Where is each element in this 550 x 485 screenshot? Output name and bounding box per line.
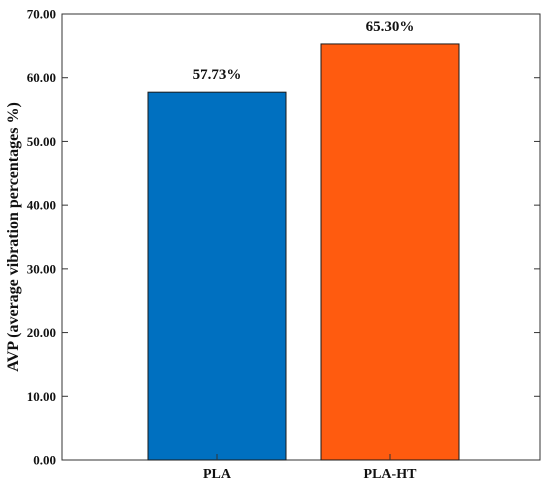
y-axis-title: AVP (average vibration percentages %) (5, 102, 22, 372)
data-label: 57.73% (193, 67, 242, 83)
plot-frame (61, 13, 541, 461)
bar-pla (147, 91, 287, 461)
y-tick-label: 50.00 (27, 134, 56, 149)
y-tick-label: 40.00 (27, 198, 56, 213)
y-axis: 0.00 10.00 20.00 30.00 40.00 50.00 60.00 70.00 (27, 7, 540, 468)
bars: 57.73% 65.30% (147, 19, 460, 461)
y-tick-label: 60.00 (27, 70, 56, 85)
y-tick-label: 10.00 (27, 389, 56, 404)
x-tick-label: PLA (203, 467, 232, 482)
x-tick-label: PLA-HT (364, 467, 418, 482)
y-tick-label: 30.00 (27, 261, 56, 276)
y-tick-label: 20.00 (27, 325, 56, 340)
y-tick-label: 70.00 (27, 7, 56, 22)
bar-pla-ht (320, 43, 460, 461)
x-axis: PLA PLA-HT (203, 454, 417, 482)
y-tick-label: 0.00 (33, 453, 56, 468)
data-label: 65.30% (366, 19, 415, 35)
